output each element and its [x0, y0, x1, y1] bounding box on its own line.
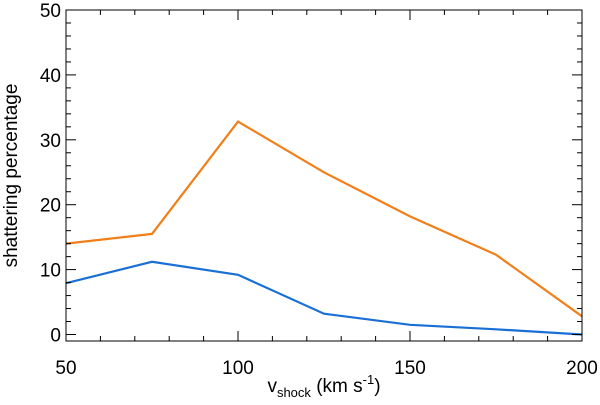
y-tick-label: 30: [40, 131, 61, 152]
y-tick-label: 20: [40, 196, 61, 217]
plot-lines: [65, 120, 583, 336]
x-tick-label: 200: [566, 358, 598, 379]
x-axis-label-unit-open: (km s: [311, 376, 363, 397]
x-axis-label-subscript: shock: [277, 385, 311, 400]
y-tick-label: 50: [40, 1, 61, 22]
axis-ticks: [65, 9, 583, 341]
y-axis-label: shattering percentage: [1, 84, 22, 268]
x-tick-label: 150: [394, 358, 426, 379]
x-axis-label-main: v: [267, 376, 277, 397]
y-tick-label: 40: [40, 66, 61, 87]
series-line-2: [65, 260, 583, 336]
series-line-1: [65, 120, 583, 318]
x-axis-label: vshock (km s-1): [267, 372, 380, 400]
y-tick-label: 0: [50, 326, 61, 347]
x-tick-label: 50: [55, 358, 76, 379]
x-tick-label: 100: [222, 358, 254, 379]
x-axis-label-superscript: -1: [363, 372, 375, 387]
tick-labels: 50 100 150 200 0 10 20 30 40 50: [40, 1, 598, 379]
x-axis-label-unit-close: ): [374, 376, 380, 397]
y-tick-label: 10: [40, 261, 61, 282]
plot-frame: [65, 9, 583, 342]
